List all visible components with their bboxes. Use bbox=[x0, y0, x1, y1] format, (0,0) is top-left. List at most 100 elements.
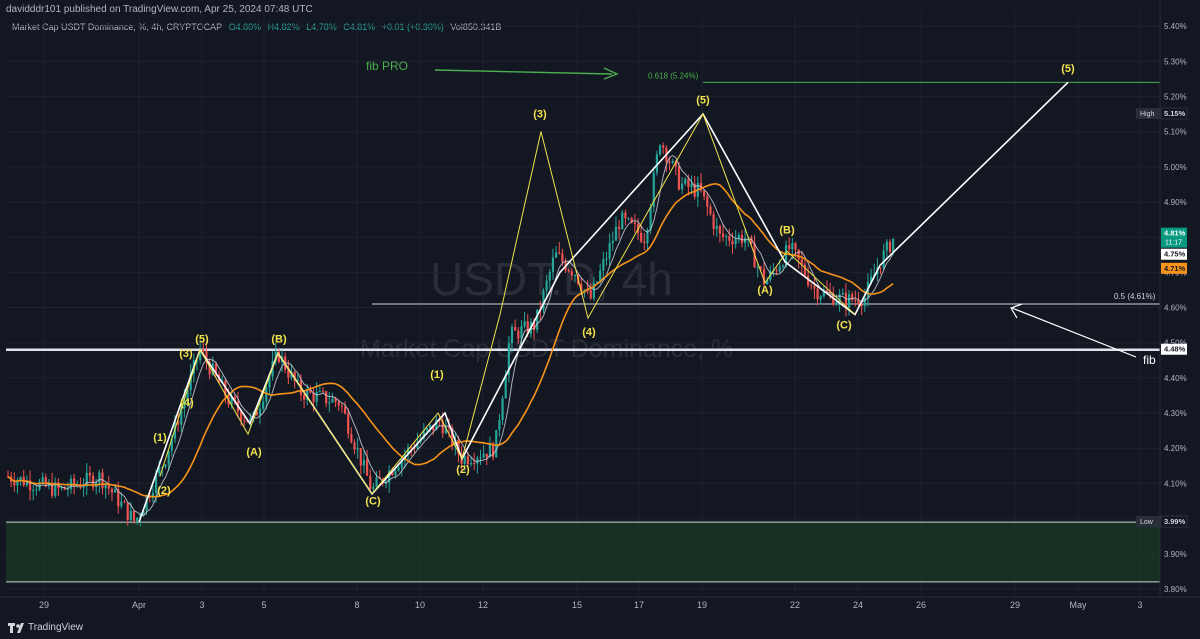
price-tag-label-bg bbox=[1136, 108, 1160, 120]
x-tick-label: 3 bbox=[1137, 600, 1142, 610]
candle-body bbox=[794, 243, 797, 250]
candle-body bbox=[117, 489, 120, 507]
candle-body bbox=[847, 294, 851, 308]
candle-body bbox=[693, 183, 696, 197]
candle-body bbox=[337, 402, 340, 406]
candle-body bbox=[293, 371, 296, 382]
fib-annotation: fib bbox=[1143, 353, 1156, 367]
candle-body bbox=[306, 389, 309, 400]
candle-body bbox=[79, 485, 82, 488]
candle-body bbox=[819, 296, 822, 300]
candle-body bbox=[715, 226, 718, 229]
candle-body bbox=[851, 294, 854, 300]
candle-body bbox=[762, 268, 766, 285]
candle-body bbox=[721, 233, 725, 238]
candle-body bbox=[243, 420, 246, 422]
candle-body bbox=[507, 343, 510, 376]
candle-body bbox=[164, 464, 167, 467]
candle-body bbox=[504, 375, 507, 399]
price-tag-bg bbox=[1161, 248, 1187, 260]
candle-body bbox=[627, 218, 630, 220]
candle-body bbox=[359, 448, 362, 466]
tradingview-logo[interactable]: TradingView bbox=[8, 622, 83, 633]
candle-body bbox=[662, 145, 665, 148]
candle-body bbox=[658, 145, 662, 155]
candle-body bbox=[35, 489, 38, 491]
candle-body bbox=[51, 482, 54, 496]
candle-body bbox=[671, 160, 674, 163]
candle-body bbox=[532, 321, 536, 330]
price-tag-value: 4.48% bbox=[1164, 345, 1186, 354]
candle-body bbox=[580, 283, 583, 292]
x-tick-label: 29 bbox=[39, 600, 49, 610]
sub-wave-line bbox=[371, 112, 856, 495]
candle-body bbox=[857, 299, 860, 305]
x-tick-label: May bbox=[1069, 600, 1087, 610]
candle-body bbox=[429, 424, 432, 429]
price-tag-bg bbox=[1161, 343, 1187, 355]
candle-body bbox=[400, 458, 403, 468]
candle-body bbox=[614, 226, 618, 241]
candle-body bbox=[63, 487, 66, 490]
ohlc-change: +0.01 (+0.30%) bbox=[381, 22, 444, 32]
ma-slow-line bbox=[7, 183, 894, 498]
y-tick-label: 5.30% bbox=[1164, 57, 1187, 66]
volume: Vol850.341B bbox=[450, 22, 502, 32]
price-tag-bg bbox=[1161, 227, 1187, 248]
symbol-name[interactable]: Market Cap USDT Dominance, %, 4h, CRYPTO… bbox=[12, 22, 223, 32]
ohlc-open: O4.80% bbox=[228, 22, 262, 32]
candle-body bbox=[791, 243, 794, 250]
price-tag-countdown: 11:17 bbox=[1165, 240, 1182, 247]
y-tick-label: 4.40% bbox=[1164, 374, 1187, 383]
candle-body bbox=[233, 396, 236, 402]
candle-body bbox=[268, 376, 271, 388]
y-tick-label: 5.20% bbox=[1164, 92, 1187, 101]
candle-body bbox=[882, 250, 885, 269]
fib-pro-annotation: fib PRO bbox=[366, 59, 408, 73]
candle-body bbox=[170, 438, 173, 451]
sub-wave-line-2 bbox=[159, 348, 373, 495]
candle-body bbox=[432, 424, 435, 431]
candle-body bbox=[825, 290, 829, 292]
y-tick-label: 4.10% bbox=[1164, 479, 1187, 488]
candle-body bbox=[265, 387, 268, 402]
candle-body bbox=[372, 486, 375, 489]
candle-body bbox=[54, 482, 57, 496]
candle-body bbox=[435, 419, 438, 431]
candle-body bbox=[136, 517, 139, 521]
price-axis[interactable]: 5.40%5.30%5.20%5.10%5.00%4.90%4.80%4.70%… bbox=[1136, 22, 1188, 594]
candle-body bbox=[488, 443, 492, 458]
candle-body bbox=[712, 214, 715, 229]
candle-body bbox=[624, 212, 627, 219]
candle-body bbox=[183, 399, 186, 409]
candle-body bbox=[73, 478, 76, 486]
elliott-wave-lines bbox=[138, 81, 1069, 523]
candle-body bbox=[841, 293, 844, 295]
wave-label: (5) bbox=[195, 334, 209, 346]
candle-body bbox=[526, 321, 529, 334]
candle-body bbox=[860, 304, 863, 307]
candle-body bbox=[633, 222, 636, 224]
candle-body bbox=[879, 267, 882, 269]
candle-body bbox=[123, 501, 126, 503]
y-tick-label: 3.90% bbox=[1164, 550, 1187, 559]
ohlc-low: L4.78% bbox=[306, 22, 337, 32]
candle-body bbox=[444, 426, 447, 434]
candle-body bbox=[60, 487, 63, 489]
candle-body bbox=[277, 351, 280, 363]
candle-body bbox=[731, 240, 734, 245]
time-axis[interactable]: 29 Apr 3 5 8 10 12 15 17 19 22 24 26 29 May 3 bbox=[0, 0, 1200, 610]
candle-body bbox=[347, 413, 350, 434]
candle-body bbox=[110, 488, 114, 493]
candle-body bbox=[32, 489, 35, 491]
candle-body bbox=[463, 456, 466, 464]
candle-body bbox=[28, 480, 32, 491]
candle-body bbox=[230, 396, 233, 405]
candle-body bbox=[548, 271, 551, 281]
fib-0618-label: 0.618 (5.24%) bbox=[648, 71, 699, 80]
candle-body bbox=[766, 280, 769, 285]
candle-body bbox=[205, 351, 208, 363]
wave-labels: (1) (2) (3) (4) (5) (A) (B) (C) (1) (2) (3) (4) (5) (… bbox=[153, 63, 1075, 508]
candle-body bbox=[611, 240, 614, 244]
